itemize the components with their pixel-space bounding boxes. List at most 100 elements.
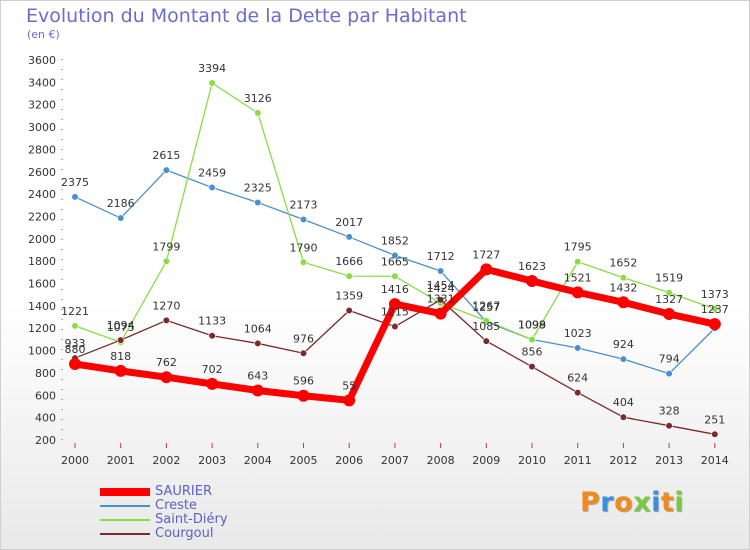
data-label: 933 <box>65 337 86 350</box>
data-label: 1094 <box>107 319 135 332</box>
data-label: 2375 <box>61 176 89 189</box>
data-label: 1799 <box>152 240 180 253</box>
data-label: 1267 <box>472 300 500 313</box>
legend-item: SAURIER <box>100 484 320 500</box>
data-point <box>160 371 173 384</box>
data-label: 1221 <box>61 305 89 318</box>
y-tick-label: 2800 <box>28 143 56 156</box>
data-label: 702 <box>202 363 223 376</box>
y-tick-label: 3400 <box>28 76 56 89</box>
data-point <box>482 337 490 345</box>
data-label: 794 <box>659 353 680 366</box>
data-label: 1133 <box>198 315 226 328</box>
logo-letter: r <box>600 487 615 518</box>
data-point <box>711 430 719 438</box>
data-point <box>574 389 582 397</box>
y-tick-label: 3200 <box>28 99 56 112</box>
data-label: 404 <box>613 396 634 409</box>
y-tick-label: 3600 <box>28 54 56 67</box>
data-label: 2173 <box>290 198 318 211</box>
data-point <box>117 214 125 222</box>
x-tick-label: 2005 <box>290 454 318 467</box>
data-label: 762 <box>156 356 177 369</box>
data-label: 880 <box>65 343 86 356</box>
data-label: 1521 <box>564 271 592 284</box>
data-label: 1085 <box>472 320 500 333</box>
data-point <box>574 344 582 352</box>
data-point <box>574 258 582 266</box>
data-point <box>162 166 170 174</box>
data-label: 1331 <box>427 293 455 306</box>
data-point <box>299 215 308 224</box>
x-tick-label: 2001 <box>107 454 135 467</box>
y-tick-label: 1600 <box>28 278 56 291</box>
data-point <box>71 193 79 201</box>
data-point <box>254 198 262 207</box>
legend-label: Saint-Diéry <box>155 512 228 527</box>
y-tick-label: 1200 <box>28 322 56 335</box>
logo-letter: i <box>651 487 661 518</box>
data-point <box>711 305 719 313</box>
data-point <box>343 394 356 407</box>
data-point <box>251 384 264 397</box>
data-label: 1237 <box>701 303 729 316</box>
data-point <box>208 183 216 192</box>
data-label: 596 <box>293 375 314 388</box>
x-tick-label: 2013 <box>655 454 683 467</box>
data-point <box>254 109 262 117</box>
data-point <box>345 306 353 315</box>
data-point <box>162 257 170 265</box>
logo-letter: i <box>674 487 685 518</box>
x-tick-label: 2003 <box>198 454 226 467</box>
data-label: 976 <box>293 332 314 345</box>
data-label: 1666 <box>335 255 363 268</box>
data-point <box>619 413 628 421</box>
y-tick-label: 2000 <box>28 233 56 246</box>
y-tick-label: 1000 <box>28 345 56 358</box>
data-point <box>665 288 673 297</box>
data-point <box>254 339 262 348</box>
x-tick-label: 2012 <box>609 454 637 467</box>
data-label: 1064 <box>244 322 272 335</box>
data-label: 1519 <box>655 272 683 285</box>
data-label: 3126 <box>244 92 272 105</box>
data-point <box>345 233 353 241</box>
data-label: 1795 <box>564 241 592 254</box>
y-tick-label: 1400 <box>28 300 56 313</box>
data-label: 2186 <box>107 197 135 210</box>
data-labels-layer: 2375 2186 2615 2459 2325 2173 2017 1852 1712 1257… <box>61 62 729 426</box>
data-label: 1712 <box>427 250 455 263</box>
data-label: 1652 <box>609 257 637 270</box>
data-point <box>480 263 493 276</box>
data-point <box>388 298 401 311</box>
data-point <box>391 251 399 259</box>
data-label: 2325 <box>244 182 272 195</box>
data-label: 1432 <box>609 281 637 294</box>
data-point <box>345 272 353 280</box>
data-point <box>299 258 308 266</box>
data-label: 1075 <box>107 321 135 334</box>
data-label: 3394 <box>198 62 226 75</box>
legend-swatch <box>100 533 150 535</box>
data-point <box>69 358 81 370</box>
data-label: 55 <box>342 379 356 392</box>
data-point <box>665 422 673 430</box>
data-point <box>391 322 399 331</box>
data-label: 2017 <box>335 216 363 229</box>
data-point <box>162 316 170 325</box>
x-tick-label: 2006 <box>335 454 363 467</box>
data-label: 1270 <box>152 299 180 312</box>
data-label: 1359 <box>335 289 363 302</box>
x-tick-label: 2010 <box>518 454 546 467</box>
data-label: 1623 <box>518 260 546 273</box>
data-label: 2459 <box>198 167 226 180</box>
data-point <box>526 274 538 287</box>
data-point <box>437 267 445 275</box>
data-label: 1665 <box>381 255 409 268</box>
y-tick-label: 1800 <box>28 255 56 268</box>
x-tick-label: 2002 <box>152 454 180 467</box>
data-label: 2615 <box>152 149 180 162</box>
data-label: 1454 <box>427 279 455 292</box>
data-label: 1327 <box>655 293 683 306</box>
